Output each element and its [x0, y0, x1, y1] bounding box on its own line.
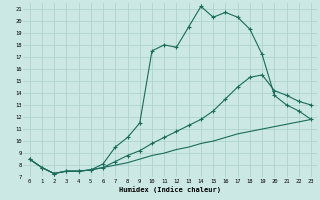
X-axis label: Humidex (Indice chaleur): Humidex (Indice chaleur) [119, 186, 221, 193]
